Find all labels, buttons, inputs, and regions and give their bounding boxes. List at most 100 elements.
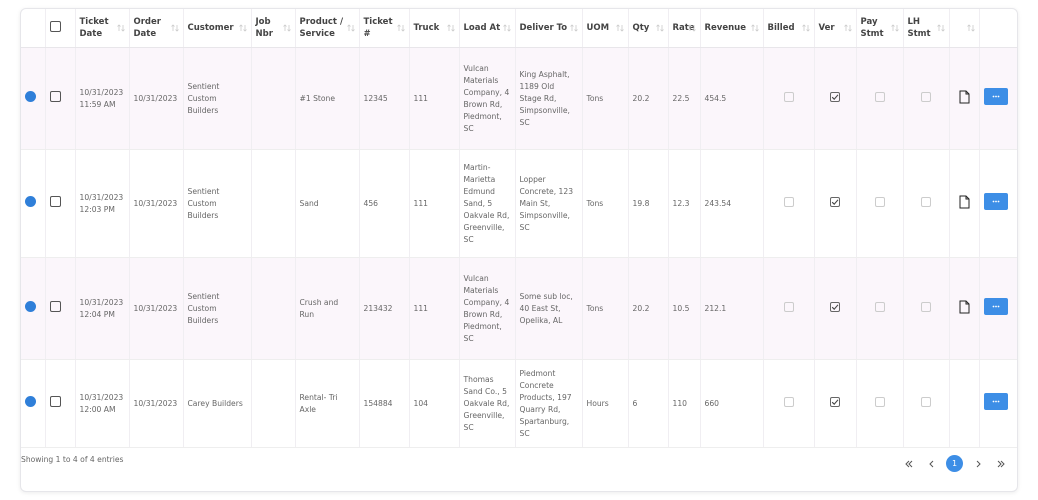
ticket-date-cell: 10/31/2023 12:04 PM — [75, 257, 130, 360]
sort-icon — [238, 24, 247, 32]
row-checkbox[interactable] — [49, 396, 61, 407]
column-header[interactable]: Billed — [763, 9, 815, 48]
order-date-cell: 10/31/2023 — [129, 149, 184, 258]
load-at-cell: Thomas Sand Co., 5 Oakvale Rd, Greenvill… — [459, 359, 516, 448]
column-header[interactable]: Truck — [409, 9, 460, 48]
product-cell: Crush and Run — [295, 257, 360, 360]
revenue-cell: 243.54 — [700, 149, 764, 258]
order-date-cell: 10/31/2023 — [129, 359, 184, 448]
pay-stmt-checkbox[interactable] — [874, 396, 885, 407]
column-header[interactable]: UOM — [582, 9, 629, 48]
row-actions-button[interactable] — [983, 193, 1008, 210]
column-header[interactable]: Revenue — [700, 9, 764, 48]
row-checkbox[interactable] — [49, 301, 61, 312]
column-header[interactable]: Customer — [183, 9, 252, 48]
actions-cell — [979, 257, 1017, 360]
column-label: Customer — [187, 23, 234, 33]
rate-cell: 12.3 — [668, 149, 701, 258]
lh-stmt-checkbox[interactable] — [921, 196, 931, 207]
lh-stmt-cell — [903, 149, 950, 258]
sort-icon — [446, 24, 455, 32]
row-actions-button[interactable] — [983, 393, 1008, 410]
ticket-table: Ticket Date Order Date Customer Job Nbr Prod… — [21, 9, 1017, 448]
select-all-checkbox[interactable] — [49, 20, 61, 32]
billed-checkbox[interactable] — [783, 91, 794, 102]
page-button[interactable]: 1 — [946, 455, 963, 472]
row-checkbox[interactable] — [49, 196, 61, 207]
ver-checkbox[interactable] — [830, 301, 840, 312]
expand-cell — [21, 149, 46, 258]
lh-stmt-checkbox[interactable] — [921, 396, 931, 407]
expand-button[interactable] — [25, 301, 36, 312]
billed-checkbox[interactable] — [783, 196, 794, 207]
row-actions-button[interactable] — [983, 298, 1008, 315]
column-header[interactable]: Ticket Date — [75, 9, 130, 48]
ticket-cell: 12345 — [359, 47, 410, 150]
column-label: Ticket Date — [79, 17, 109, 39]
column-header[interactable]: Ticket # — [359, 9, 410, 48]
lh-stmt-checkbox[interactable] — [921, 301, 931, 312]
column-header[interactable]: Deliver To — [515, 9, 583, 48]
actions-header — [979, 9, 1017, 48]
ver-checkbox[interactable] — [830, 91, 840, 102]
column-label: Rate — [672, 23, 695, 33]
uom-cell: Tons — [582, 257, 629, 360]
column-header[interactable]: Order Date — [129, 9, 184, 48]
uom-cell: Tons — [582, 47, 629, 150]
document-cell — [949, 149, 980, 258]
ver-checkbox[interactable] — [830, 196, 840, 207]
expand-button[interactable] — [25, 396, 36, 407]
select-cell — [45, 257, 76, 360]
truck-cell: 111 — [409, 47, 460, 150]
check-mark — [831, 398, 839, 405]
select-cell — [45, 359, 76, 448]
next-page-button[interactable] — [969, 455, 986, 472]
previous-page-button[interactable] — [923, 455, 940, 472]
document-icon — [959, 300, 969, 313]
column-header[interactable]: Pay Stmt — [856, 9, 904, 48]
column-header[interactable]: Product / Service — [295, 9, 360, 48]
lh-stmt-cell — [903, 257, 950, 360]
product-cell: Sand — [295, 149, 360, 258]
column-header[interactable]: Load At — [459, 9, 516, 48]
pay-stmt-checkbox[interactable] — [874, 301, 885, 312]
revenue-cell: 212.1 — [700, 257, 764, 360]
column-header[interactable]: Job Nbr — [251, 9, 296, 48]
pay-stmt-checkbox[interactable] — [874, 196, 885, 207]
customer-cell: Sentient Custom Builders — [183, 149, 252, 258]
column-label: Ticket # — [363, 17, 393, 39]
pay-stmt-checkbox[interactable] — [874, 91, 885, 102]
column-label: Load At — [463, 23, 501, 33]
column-header[interactable]: LH Stmt — [903, 9, 950, 48]
check-mark — [831, 198, 839, 205]
order-date-cell: 10/31/2023 — [129, 257, 184, 360]
column-header[interactable]: Qty — [628, 9, 669, 48]
first-page-button[interactable] — [900, 455, 917, 472]
dots-icon — [992, 400, 999, 403]
row-actions-button[interactable] — [983, 88, 1008, 105]
product-cell: Rental- Tri Axle — [295, 359, 360, 448]
billed-checkbox[interactable] — [783, 301, 794, 312]
row-checkbox[interactable] — [49, 91, 61, 102]
ver-checkbox[interactable] — [830, 396, 840, 407]
column-label: Product / Service — [299, 17, 344, 39]
expand-button[interactable] — [25, 91, 36, 102]
ver-cell — [814, 47, 857, 150]
customer-cell: Carey Builders — [183, 359, 252, 448]
job-nbr-cell — [251, 47, 296, 150]
sort-icon — [170, 24, 179, 32]
check-mark — [831, 93, 839, 100]
lh-stmt-checkbox[interactable] — [921, 91, 931, 102]
billed-checkbox[interactable] — [783, 396, 794, 407]
job-nbr-cell — [251, 257, 296, 360]
table-row: 10/31/2023 12:03 PM 10/31/2023 Sentient Cu… — [21, 149, 1017, 258]
ticket-date-cell: 10/31/2023 12:03 PM — [75, 149, 130, 258]
expand-button[interactable] — [25, 196, 36, 207]
last-page-button[interactable] — [992, 455, 1009, 472]
column-label: Revenue — [704, 23, 746, 33]
column-header[interactable]: Ver — [814, 9, 857, 48]
chevron-icon — [904, 460, 912, 467]
column-header[interactable]: Rate — [668, 9, 701, 48]
uom-cell: Tons — [582, 149, 629, 258]
